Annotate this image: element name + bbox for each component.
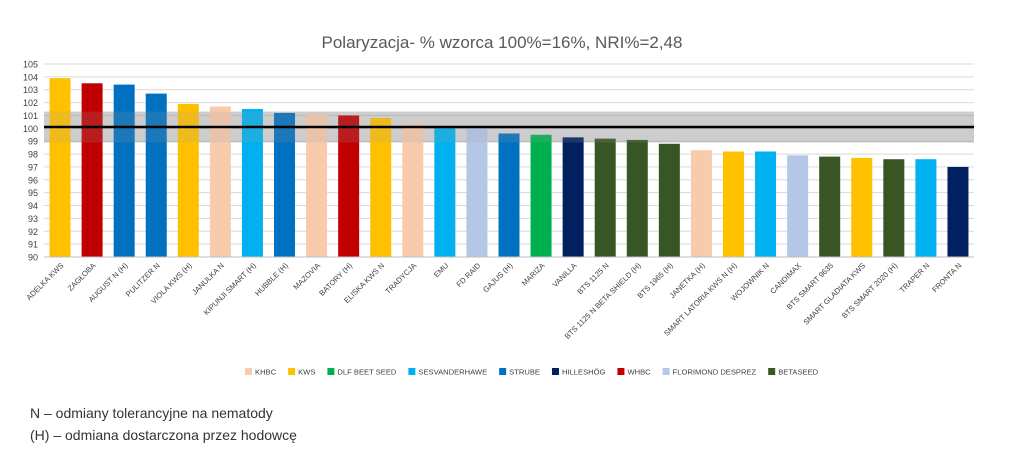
bar (787, 155, 809, 257)
x-tick-label: MARIZA (520, 260, 547, 287)
bar (434, 127, 456, 258)
legend-swatch (662, 368, 670, 375)
y-tick-label: 92 (28, 227, 38, 237)
bar (49, 78, 71, 257)
x-tick-label: GAJUS (H) (481, 261, 515, 295)
x-tick-label: EMU (432, 261, 450, 279)
x-tick-label: CANDIMAX (768, 261, 803, 296)
x-tick-label: SMART GLADIATA KWS (802, 261, 868, 327)
bar (306, 114, 328, 258)
x-tick-label: TRAPER N (898, 261, 932, 295)
y-tick-label: 105 (23, 60, 38, 70)
chart-title: Polaryzacja- % wzorca 100%=16%, NRI%=2,4… (322, 33, 683, 52)
x-tick-label: MAZOVIA (291, 260, 322, 291)
polarization-chart: Polaryzacja- % wzorca 100%=16%, NRI%=2,4… (23, 33, 974, 377)
y-tick-label: 91 (28, 240, 38, 250)
legend-swatch (288, 368, 296, 375)
x-tick-label: BTS SMART 2020 (H) (840, 261, 900, 321)
y-tick-label: 94 (28, 201, 38, 211)
y-tick-label: 95 (28, 188, 38, 198)
y-tick-label: 100 (23, 124, 38, 134)
bar (915, 159, 937, 257)
y-tick-label: 98 (28, 150, 38, 160)
legend: KHBC KWS DLF BEET SEED SESVANDERHAWE STRUBE H… (245, 368, 819, 377)
legend-label: SESVANDERHAWE (418, 368, 487, 377)
note-breeder: (H) – odmiana dostarczona przez hodowcę (30, 427, 297, 443)
bar (722, 151, 744, 257)
bar (402, 123, 424, 257)
legend-label: FLORIMOND DESPREZ (673, 368, 757, 377)
bar (370, 118, 392, 257)
bar (690, 150, 712, 257)
bar (626, 139, 648, 257)
legend-label: KWS (298, 368, 315, 377)
x-tick-label: HUBBLE (H) (253, 261, 290, 298)
y-tick-label: 102 (23, 98, 38, 108)
bar (594, 138, 616, 257)
y-tick-label: 104 (23, 72, 38, 82)
y-tick-label: 90 (28, 253, 38, 263)
y-tick-label: 93 (28, 214, 38, 224)
bar (209, 106, 231, 258)
legend-swatch (408, 368, 416, 375)
bar (338, 115, 360, 257)
bar (177, 103, 199, 258)
bar (658, 143, 680, 257)
legend-swatch (551, 368, 559, 375)
x-tick-label: ADELKA KWS (24, 261, 65, 302)
bar (819, 156, 841, 257)
y-axis: 90 91 92 93 94 95 96 97 98 99 100 101 102 103 104 105 (23, 60, 38, 263)
x-tick-label: ZAGŁOBA (66, 260, 98, 292)
legend-label: WHBC (627, 368, 651, 377)
x-tick-label: VANILLA (550, 260, 579, 289)
y-tick-label: 99 (28, 137, 38, 147)
y-tick-label: 97 (28, 162, 38, 172)
bar (851, 157, 873, 257)
x-tick-label: FRONTA N (930, 261, 963, 294)
note-nematode: N – odmiany tolerancyjne na nematody (30, 405, 273, 421)
bar (755, 151, 777, 257)
legend-swatch (768, 368, 776, 375)
legend-swatch (499, 368, 507, 375)
y-tick-label: 96 (28, 175, 38, 185)
bar (947, 166, 969, 257)
bar (530, 134, 552, 257)
y-tick-label: 103 (23, 85, 38, 95)
bar (241, 109, 263, 258)
x-tick-label: TRADYCJA (383, 260, 418, 295)
bar (883, 159, 905, 257)
bar (113, 84, 135, 257)
legend-label: DLF BEET SEED (337, 368, 396, 377)
bar (562, 137, 584, 257)
legend-label: STRUBE (509, 368, 540, 377)
legend-label: BETASEED (778, 368, 818, 377)
bars (44, 78, 974, 258)
legend-swatch (617, 368, 625, 375)
legend-label: KHBC (255, 368, 277, 377)
bar (274, 112, 296, 257)
legend-swatch (245, 368, 252, 375)
bar (498, 133, 520, 257)
y-tick-label: 101 (23, 111, 38, 121)
x-tick-label: FD RAID (455, 261, 483, 289)
legend-swatch (327, 368, 335, 375)
bar (145, 93, 167, 258)
bar (466, 128, 488, 257)
bar (81, 83, 103, 257)
legend-label: HILLESHÖG (562, 368, 606, 377)
